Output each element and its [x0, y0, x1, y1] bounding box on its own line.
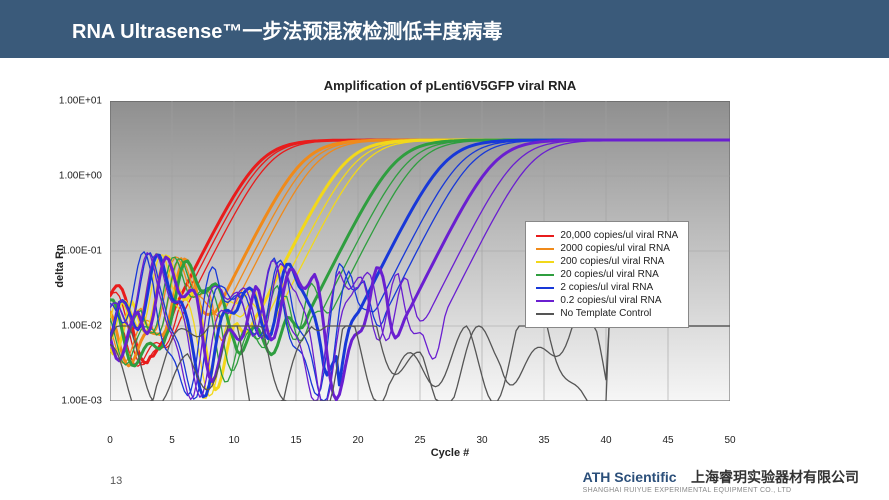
legend-item: 2000 copies/ul viral RNA: [536, 243, 678, 254]
legend-swatch: [536, 274, 554, 276]
slide-header: RNA Ultrasense™一步法预混液检测低丰度病毒: [0, 0, 889, 58]
y-tick: 1.00E-01: [61, 246, 102, 257]
y-tick: 1.00E-02: [61, 321, 102, 332]
amplification-chart: Amplification of pLenti6V5GFP viral RNA …: [110, 78, 790, 438]
x-tick: 30: [476, 435, 487, 446]
y-tick: 1.00E-03: [61, 396, 102, 407]
legend-swatch: [536, 235, 554, 237]
y-tick: 1.00E+00: [59, 171, 102, 182]
chart-legend: 20,000 copies/ul viral RNA 2000 copies/ul…: [525, 221, 689, 328]
x-tick: 20: [352, 435, 363, 446]
legend-item: 0.2 copies/ul viral RNA: [536, 295, 678, 306]
legend-item: 200 copies/ul viral RNA: [536, 256, 678, 267]
x-tick: 0: [107, 435, 113, 446]
legend-swatch: [536, 287, 554, 289]
x-tick: 35: [538, 435, 549, 446]
x-tick: 25: [414, 435, 425, 446]
footer-brand-block: ATH Scientific 上海睿玥实验器材有限公司 SHANGHAI RUI…: [583, 467, 859, 494]
legend-label: No Template Control: [560, 308, 651, 319]
legend-label: 20,000 copies/ul viral RNA: [560, 230, 678, 241]
x-tick: 10: [228, 435, 239, 446]
x-tick: 45: [662, 435, 673, 446]
legend-item: No Template Control: [536, 308, 678, 319]
legend-swatch: [536, 248, 554, 250]
legend-item: 20,000 copies/ul viral RNA: [536, 230, 678, 241]
legend-label: 200 copies/ul viral RNA: [560, 256, 664, 267]
legend-label: 2 copies/ul viral RNA: [560, 282, 653, 293]
legend-item: 2 copies/ul viral RNA: [536, 282, 678, 293]
x-tick: 50: [724, 435, 735, 446]
legend-swatch: [536, 261, 554, 263]
chart-title: Amplification of pLenti6V5GFP viral RNA: [110, 78, 790, 93]
legend-swatch: [536, 300, 554, 302]
plot-area: delta Rn Cycle # 1.00E-031.00E-021.00E-0…: [110, 101, 790, 431]
brand-name: ATH Scientific: [583, 469, 677, 485]
x-tick: 15: [290, 435, 301, 446]
x-tick: 40: [600, 435, 611, 446]
x-axis-label: Cycle #: [431, 447, 470, 459]
legend-label: 0.2 copies/ul viral RNA: [560, 295, 661, 306]
legend-item: 20 copies/ul viral RNA: [536, 269, 678, 280]
slide-footer: 13 ATH Scientific 上海睿玥实验器材有限公司 SHANGHAI …: [0, 467, 889, 494]
y-tick: 1.00E+01: [59, 96, 102, 107]
legend-label: 20 copies/ul viral RNA: [560, 269, 658, 280]
x-tick: 5: [169, 435, 175, 446]
slide-title: RNA Ultrasense™一步法预混液检测低丰度病毒: [72, 15, 502, 44]
legend-label: 2000 copies/ul viral RNA: [560, 243, 670, 254]
page-number: 13: [110, 475, 122, 487]
legend-swatch: [536, 313, 554, 315]
